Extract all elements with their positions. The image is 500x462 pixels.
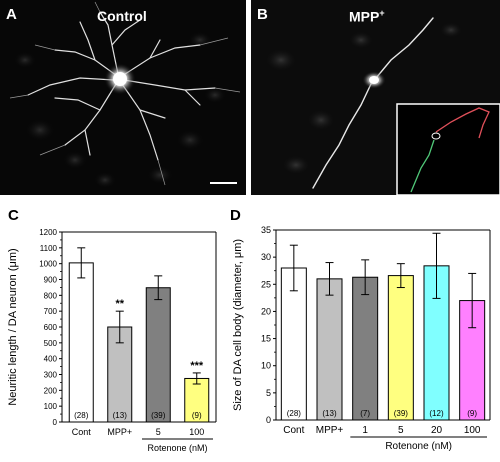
panel-letter-a: A [6, 6, 17, 23]
n-label: (7) [360, 409, 370, 418]
y-tick-label: 30 [261, 252, 271, 262]
bar [387, 275, 414, 421]
panel-letter-d: D [230, 207, 241, 224]
x-tick-label: Cont [72, 427, 92, 437]
x-tick-label: MPP+ [107, 427, 132, 437]
y-tick-label: 0 [53, 418, 58, 427]
trace-inset [396, 103, 500, 195]
y-tick-label: 100 [44, 402, 58, 411]
y-tick-label: 10 [261, 361, 271, 371]
y-axis-title: Neuritic length / DA neuron (μm) [7, 248, 19, 405]
n-label: (39) [394, 409, 409, 418]
n-label: (13) [113, 411, 128, 420]
group-label: Rotenone (nM) [147, 443, 207, 453]
y-tick-label: 500 [44, 339, 58, 348]
n-label: (9) [192, 411, 202, 420]
mpp-neuron-image [251, 0, 500, 195]
group-label: Rotenone (nM) [385, 441, 452, 452]
x-tick-label: 100 [464, 425, 481, 436]
bar [184, 377, 210, 423]
x-tick-label: 100 [189, 427, 204, 437]
n-label: (13) [322, 409, 337, 418]
y-tick-label: 800 [44, 291, 58, 300]
control-neuron-image [0, 0, 246, 195]
significance-marker: ** [115, 298, 124, 310]
panel-a-micrograph: A Control [0, 0, 246, 195]
bar [316, 278, 343, 421]
x-tick-label: 1 [362, 425, 368, 436]
y-tick-label: 200 [44, 386, 58, 395]
n-label: (28) [287, 409, 302, 418]
y-tick-label: 600 [44, 323, 58, 332]
bar [145, 287, 171, 423]
bar [423, 265, 450, 421]
y-tick-label: 900 [44, 276, 58, 285]
chart-c-neuritic-length: C 0 100 200 300 400 500 600 700 800 900 1000 1100 12… [7, 207, 217, 453]
n-label: (39) [151, 411, 166, 420]
x-tick-label: 5 [156, 427, 161, 437]
y-axis-title: Size of DA cell body (diameter, μm) [232, 239, 244, 411]
y-tick-label: 400 [44, 355, 58, 364]
n-label: (28) [74, 411, 89, 420]
y-tick-label: 1200 [39, 228, 57, 237]
y-tick-label: 15 [261, 334, 271, 344]
x-tick-label: MPP+ [316, 425, 344, 436]
y-tick-label: 25 [261, 279, 271, 289]
panel-letter-b: B [257, 6, 268, 23]
panel-letter-c: C [8, 207, 19, 224]
panel-b-micrograph: B MPP+ [251, 0, 500, 195]
y-tick-label: 0 [266, 415, 271, 425]
y-tick-label: 5 [266, 388, 271, 398]
panel-b-title: MPP+ [349, 8, 385, 25]
y-tick-label: 35 [261, 225, 271, 235]
significance-marker: *** [190, 360, 204, 372]
bar [68, 262, 94, 423]
y-tick-label: 300 [44, 371, 58, 380]
bar [352, 276, 379, 421]
x-tick-label: 5 [398, 425, 404, 436]
x-tick-label: Cont [283, 425, 304, 436]
y-tick-label: 1000 [39, 260, 57, 269]
n-label: (9) [467, 409, 477, 418]
panel-a-title: Control [97, 8, 147, 24]
n-label: (12) [429, 409, 444, 418]
x-tick-label: 20 [431, 425, 443, 436]
y-tick-label: 1100 [40, 244, 58, 253]
y-tick-label: 700 [44, 307, 58, 316]
y-tick-label: 20 [261, 306, 271, 316]
